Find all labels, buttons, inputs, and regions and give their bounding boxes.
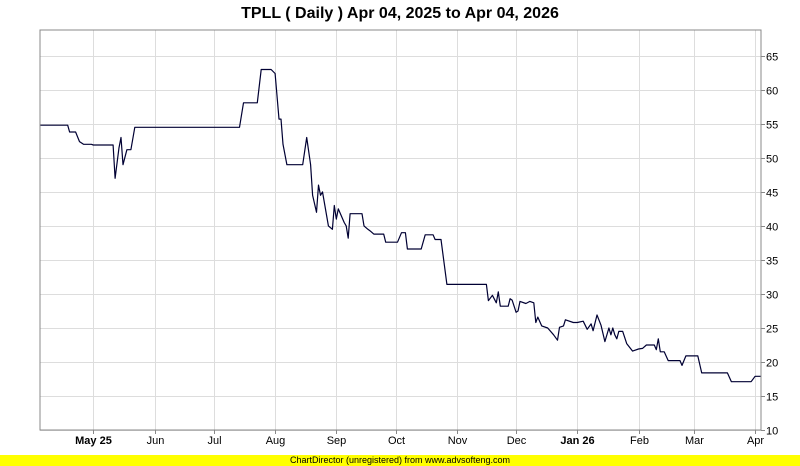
y-tick-label: 50 <box>766 154 778 166</box>
y-tick-label: 55 <box>766 120 778 132</box>
y-tick-label: 35 <box>766 256 778 268</box>
x-tick-label: Apr <box>747 435 764 447</box>
x-tick-label: Oct <box>388 435 405 447</box>
series-layer <box>40 68 761 383</box>
y-tick-label: 10 <box>766 426 778 438</box>
y-tick-label: 60 <box>766 86 778 98</box>
x-tick-label: Mar <box>685 435 704 447</box>
y-tick-label: 25 <box>766 324 778 336</box>
footer-text: ChartDirector (unregistered) from www.ad… <box>289 455 511 465</box>
x-tick-label: Dec <box>507 435 527 447</box>
y-tick-label: 40 <box>766 222 778 234</box>
y-tick-label: 45 <box>766 188 778 200</box>
grid <box>40 30 761 431</box>
series-line <box>40 68 761 383</box>
x-tick-label: May 25 <box>75 435 112 447</box>
x-tick-label: Jan 26 <box>560 435 594 447</box>
y-tick-label: 20 <box>766 358 778 370</box>
axis-layer: 10 15 20 25 30 35 40 45 50 55 60 65 May 25 Jun Jul Aug S… <box>75 52 778 448</box>
x-tick-label: Aug <box>266 435 286 447</box>
chart-title: TPLL ( Daily ) Apr 04, 2025 to Apr 04, 2… <box>241 5 559 22</box>
x-tick-label: Sep <box>327 435 347 447</box>
x-tick-label: Nov <box>448 435 468 447</box>
plot-border <box>39 29 762 431</box>
y-tick-label: 65 <box>766 52 778 64</box>
y-tick-label: 30 <box>766 290 778 302</box>
x-tick-label: Jun <box>147 435 165 447</box>
y-tick-label: 15 <box>766 392 778 404</box>
x-tick-label: Feb <box>630 435 649 447</box>
x-tick-label: Jul <box>207 435 221 447</box>
footer-bar <box>0 455 800 466</box>
plot-area <box>40 30 761 430</box>
